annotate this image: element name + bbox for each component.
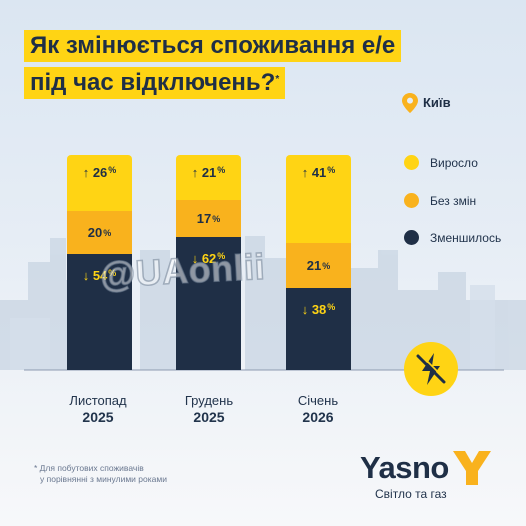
x-label-month: Грудень	[184, 393, 234, 408]
data-label: ↓ 62	[191, 251, 217, 266]
data-label: ↓ 54	[82, 268, 108, 283]
bar-segment-decreased: ↓ 54%	[67, 254, 132, 370]
data-label: ↑ 21	[191, 165, 217, 180]
legend-label-grew: Виросло	[430, 156, 478, 170]
x-label-year: 2025	[193, 409, 225, 425]
data-label: 20	[87, 225, 103, 240]
x-label-year: 2025	[82, 409, 114, 425]
title-line-2: під час відключень?*	[24, 67, 286, 99]
data-label-unit: %	[217, 251, 226, 261]
brand-tagline: Світло та газ	[375, 487, 447, 501]
title-line-1-text: Як змінюється споживання е/е	[30, 32, 396, 59]
data-label-unit: %	[212, 213, 221, 224]
legend-swatch-grew	[404, 155, 419, 170]
bar-segment-decreased: ↓ 38%	[286, 288, 351, 370]
bar-segment-decreased: ↓ 62%	[176, 237, 241, 370]
legend-swatch-decreased	[404, 230, 419, 245]
bar-segment-grew: ↑ 26%	[67, 155, 132, 211]
watermark: @UAonlii	[98, 245, 267, 296]
data-label: ↑ 41	[301, 165, 327, 180]
legend-label-decreased: Зменшилось	[430, 231, 502, 245]
legend-swatch-same	[404, 193, 419, 208]
data-label-unit: %	[327, 302, 336, 312]
x-label-hruden: Грудень 2025	[164, 392, 254, 426]
bar-segment-same: 20%	[67, 211, 132, 254]
yasno-logo-icon	[453, 451, 491, 485]
data-label-unit: %	[108, 165, 117, 175]
legend-label-same: Без змін	[430, 194, 477, 208]
brand-name: Yasno	[360, 450, 449, 485]
footnote-line-2: у порівнянні з минулими роками	[40, 474, 167, 484]
data-label-unit: %	[103, 227, 112, 238]
footnote: * Для побутових споживачів у порівнянні …	[34, 463, 167, 485]
data-label: ↑ 26	[82, 165, 108, 180]
power-off-icon	[404, 342, 458, 396]
title-line-2-text: під час відключень?	[30, 69, 276, 96]
bar-segment-same: 21%	[286, 243, 351, 288]
data-label: 21	[306, 258, 322, 273]
data-label-unit: %	[322, 260, 331, 271]
bar-segment-grew: ↑ 41%	[286, 155, 351, 243]
x-label-listopad: Листопад 2025	[53, 392, 143, 426]
data-label-unit: %	[217, 165, 226, 175]
footnote-line-1: * Для побутових споживачів	[34, 463, 144, 473]
x-label-month: Січень	[297, 393, 339, 408]
data-label: ↓ 38	[301, 302, 327, 317]
location-pin-icon	[402, 93, 418, 113]
title-footnote-mark: *	[275, 74, 280, 85]
data-label-unit: %	[327, 165, 336, 175]
data-label-unit: %	[108, 268, 117, 278]
x-label-month: Листопад	[69, 393, 127, 408]
bar-segment-same: 17%	[176, 200, 241, 237]
x-label-year: 2026	[302, 409, 334, 425]
data-label: 17	[196, 211, 212, 226]
x-label-sichen: Січень 2026	[273, 392, 363, 426]
location-label: Київ	[423, 95, 451, 110]
title-line-1: Як змінюється споживання е/е	[24, 30, 402, 62]
bar-segment-grew: ↑ 21%	[176, 155, 241, 200]
